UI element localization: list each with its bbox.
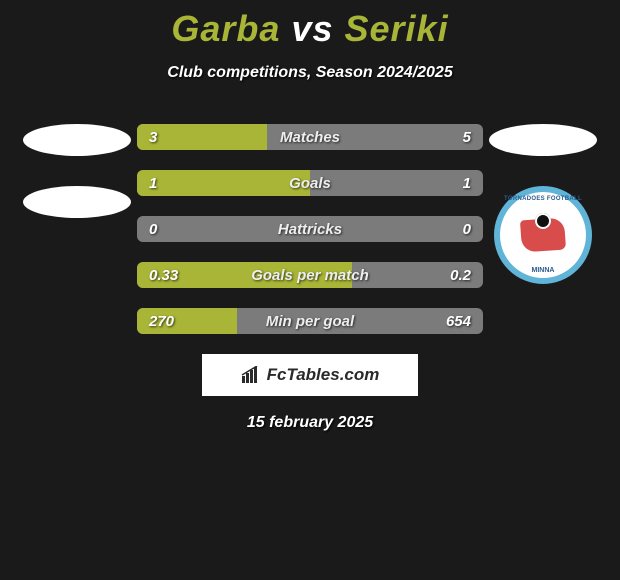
stat-label: Goals (137, 175, 483, 192)
stat-value-right: 1 (463, 175, 471, 192)
player2-badge-placeholder (489, 124, 597, 156)
comparison-title: Garba vs Seriki (0, 8, 620, 50)
player2-club-badge: TORNADOES FOOTBALL MINNA (494, 186, 592, 284)
left-column (17, 124, 137, 218)
stat-value-right: 0.2 (450, 267, 471, 284)
stat-bars: 3Matches5 1Goals1 0Hattricks0 0.33Goals per… (137, 124, 483, 334)
subtitle: Club competitions, Season 2024/2025 (0, 64, 620, 82)
date-text: 15 february 2025 (0, 414, 620, 432)
player1-club-placeholder (23, 186, 131, 218)
brand-text: FcTables.com (267, 365, 380, 385)
vs-text: vs (291, 8, 333, 49)
stat-bar: 0Hattricks0 (137, 216, 483, 242)
stat-bar: 1Goals1 (137, 170, 483, 196)
stat-value-right: 0 (463, 221, 471, 238)
player1-name: Garba (171, 8, 280, 49)
club-badge-top-text: TORNADOES FOOTBALL (500, 196, 586, 202)
player1-badge-placeholder (23, 124, 131, 156)
right-column: TORNADOES FOOTBALL MINNA (483, 124, 603, 284)
content-row: 3Matches5 1Goals1 0Hattricks0 0.33Goals per… (0, 124, 620, 334)
club-badge-bottom-text: MINNA (500, 267, 586, 274)
stat-bar: 0.33Goals per match0.2 (137, 262, 483, 288)
stat-label: Goals per match (137, 267, 483, 284)
stat-label: Min per goal (137, 313, 483, 330)
stat-bar: 270Min per goal654 (137, 308, 483, 334)
stat-value-right: 654 (446, 313, 471, 330)
player2-name: Seriki (345, 8, 449, 49)
stat-label: Matches (137, 129, 483, 146)
club-badge-ball-icon (535, 213, 551, 229)
stat-label: Hattricks (137, 221, 483, 238)
stat-bar: 3Matches5 (137, 124, 483, 150)
bar-chart-icon (241, 366, 263, 384)
stat-value-right: 5 (463, 129, 471, 146)
club-badge-graphic (515, 213, 571, 257)
header: Garba vs Seriki Club competitions, Seaso… (0, 0, 620, 82)
brand-box: FcTables.com (202, 354, 418, 396)
